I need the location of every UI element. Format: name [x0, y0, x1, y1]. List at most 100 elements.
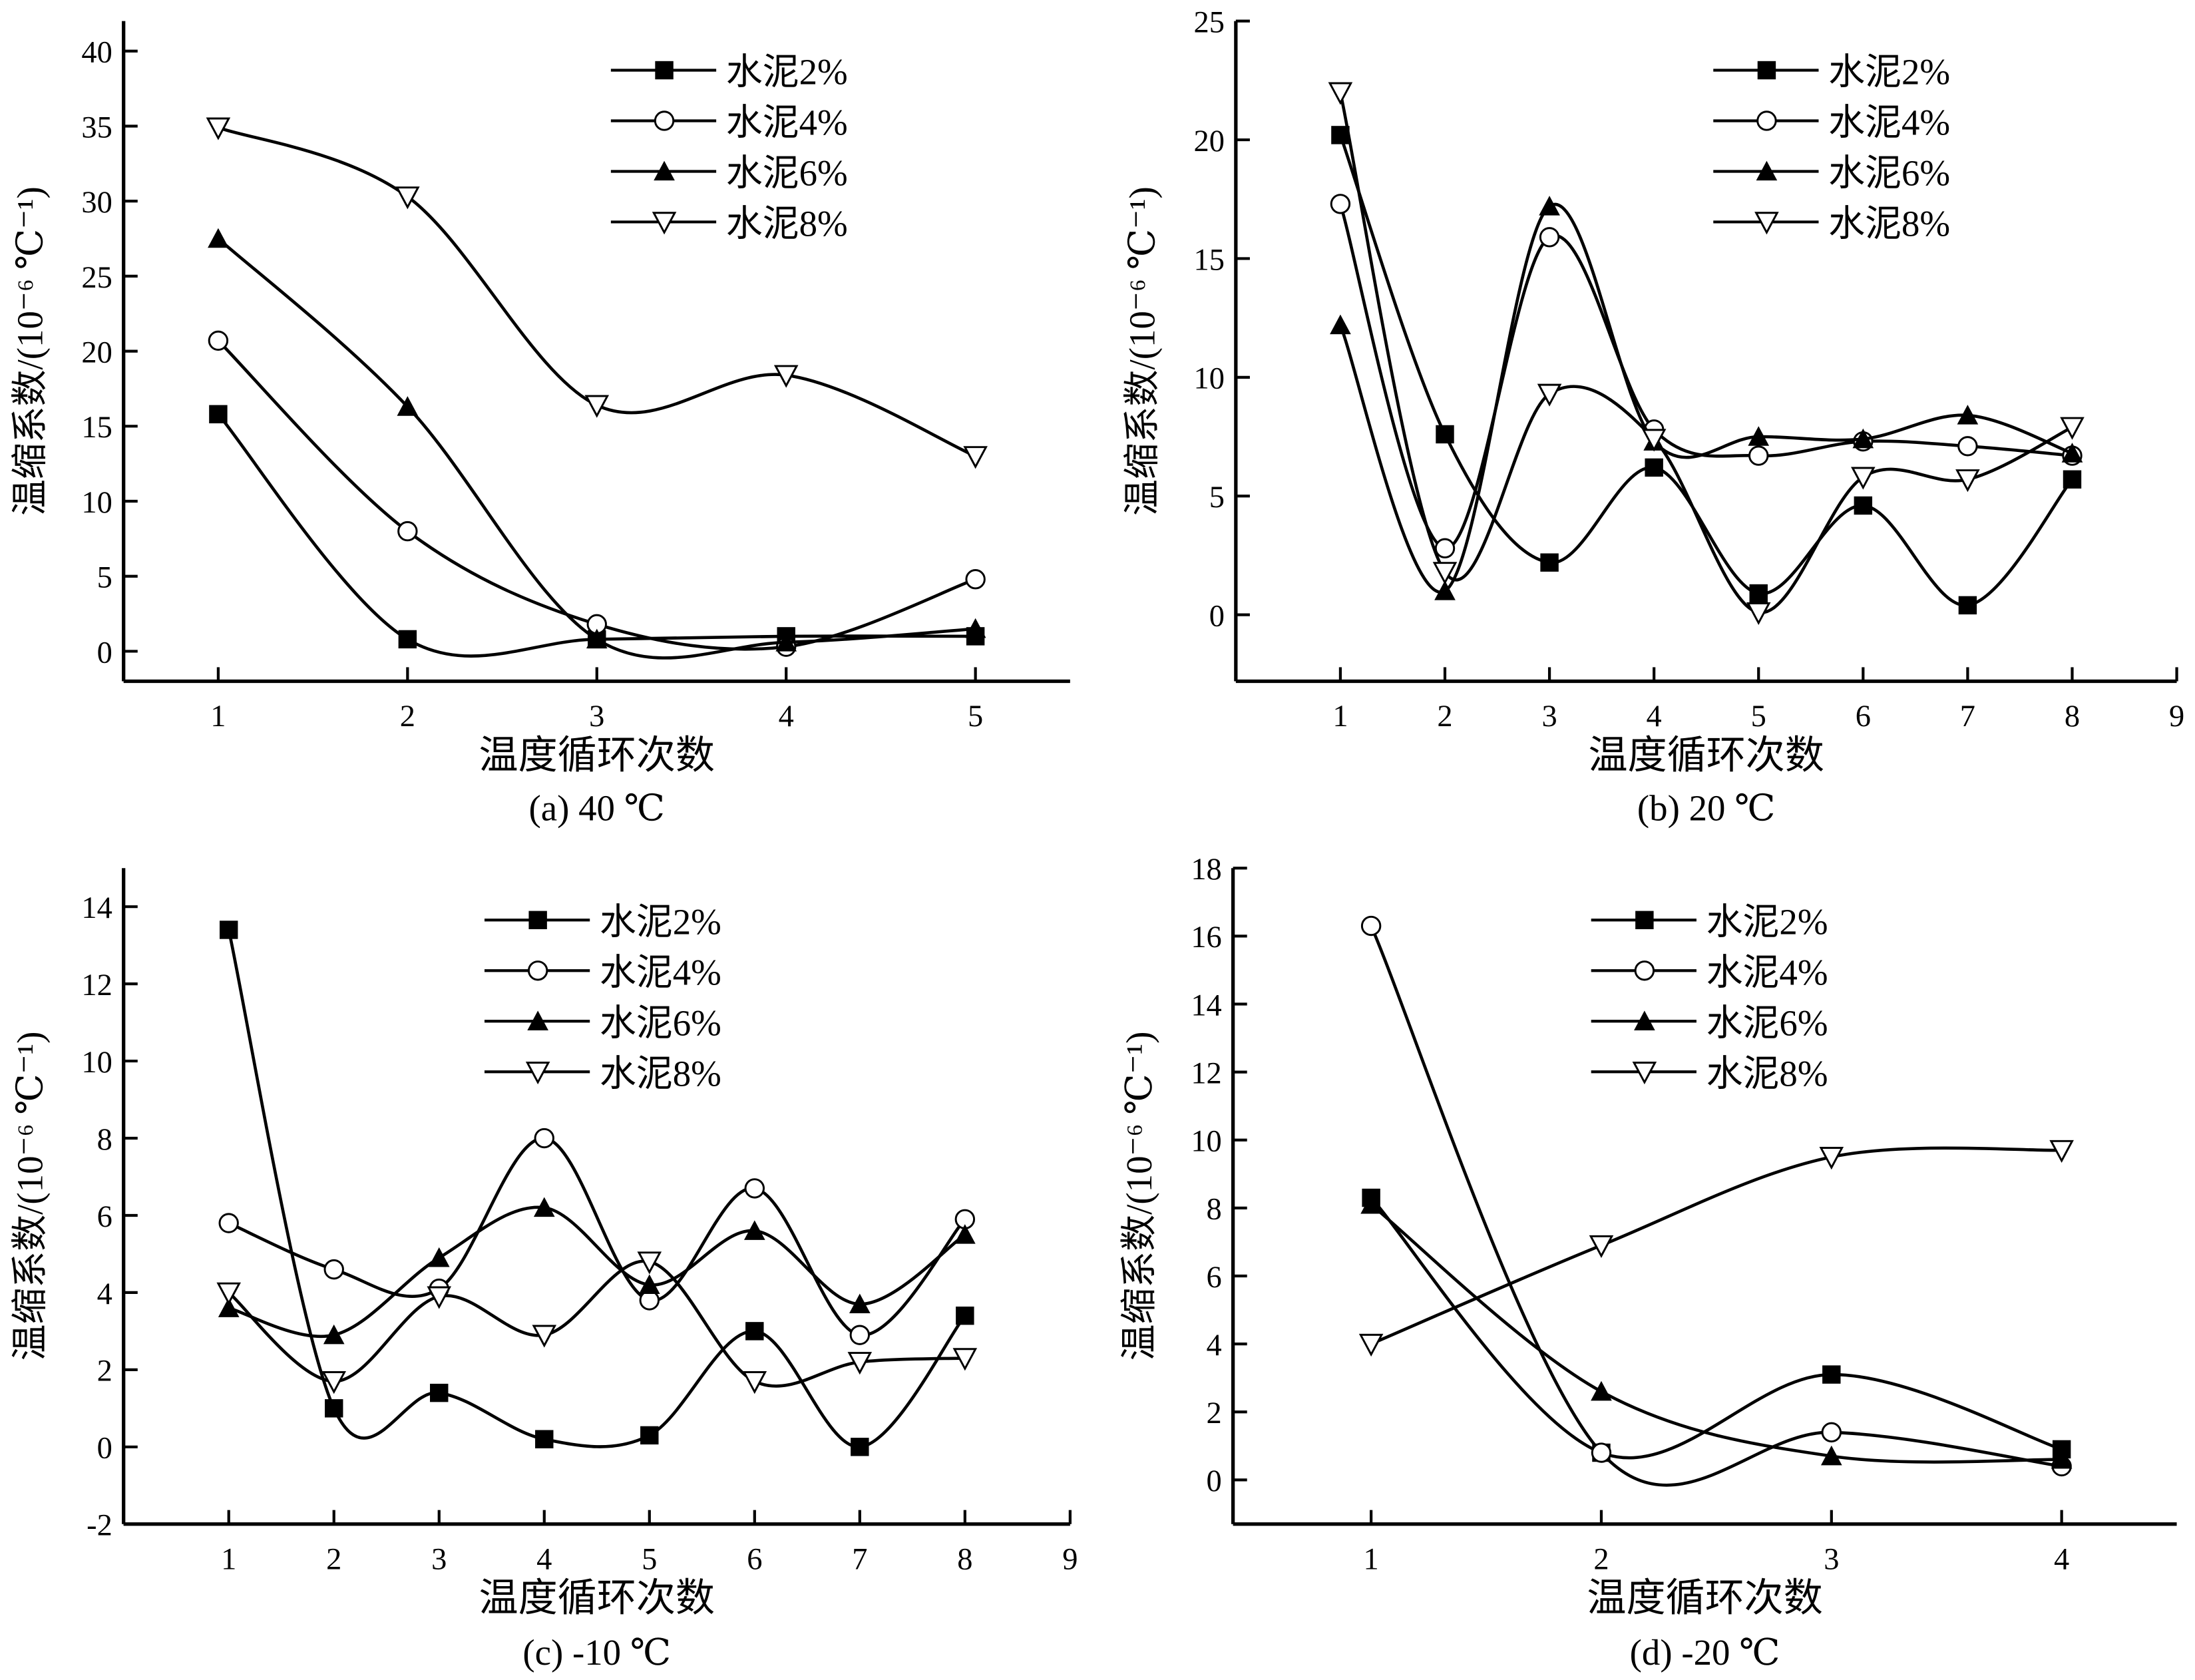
x-tick-label: 3 [589, 700, 604, 734]
y-tick-label: 5 [1209, 481, 1225, 515]
data-point-s3-x3 [1537, 383, 1562, 407]
legend-label: 水泥4% [600, 952, 721, 992]
legend-label: 水泥8% [600, 1053, 721, 1094]
data-point-s3-x5 [637, 1251, 662, 1275]
panel-caption: (b) 20 ℃ [1637, 787, 1776, 828]
x-tick-label: 4 [2054, 1542, 2069, 1576]
y-tick-label: 0 [97, 636, 112, 670]
data-point-s0-x2 [325, 1399, 343, 1418]
y-tick-label: 25 [1194, 6, 1225, 40]
data-point-s3-x6 [742, 1371, 767, 1394]
legend-label: 水泥6% [1706, 1002, 1828, 1043]
data-point-s3-x2 [395, 186, 420, 210]
series-line-0 [227, 929, 966, 1449]
series-line-2 [228, 1205, 966, 1339]
panel-caption: (d) -20 ℃ [1630, 1632, 1780, 1673]
data-point-s0-x4 [535, 1430, 554, 1448]
x-tick-label: 4 [1647, 700, 1662, 734]
legend-label: 水泥8% [1706, 1053, 1828, 1094]
x-tick-label: 5 [642, 1542, 657, 1576]
legend-label: 水泥8% [1828, 204, 1950, 244]
x-tick-label: 8 [957, 1542, 972, 1576]
legend-marker [1634, 960, 1655, 981]
data-point-s1-x1 [1330, 194, 1351, 214]
x-tick-label: 3 [431, 1542, 447, 1576]
x-tick-label: 4 [779, 700, 794, 734]
legend-marker [528, 911, 547, 930]
data-point-s3-x8 [952, 1348, 978, 1371]
y-tick-label: 0 [1207, 1464, 1222, 1498]
data-point-s0-x1 [209, 405, 228, 423]
legend-label: 水泥6% [600, 1002, 721, 1043]
data-point-s1-x7 [849, 1325, 871, 1345]
y-tick-label: 2 [1207, 1396, 1222, 1430]
legend-marker [1635, 911, 1654, 930]
series-line-3 [1370, 1146, 2062, 1346]
y-tick-label: 10 [1194, 362, 1225, 396]
data-point-s1-x2 [397, 521, 418, 542]
data-point-s2-x2 [323, 1324, 345, 1345]
data-point-s2-x3 [428, 1247, 450, 1267]
y-tick-label: 6 [1207, 1261, 1222, 1295]
data-point-s0-x2 [398, 630, 417, 649]
legend-label: 水泥2% [726, 52, 848, 93]
x-tick-label: 5 [1751, 700, 1766, 734]
data-point-s3-x3 [427, 1286, 452, 1309]
legend-marker [525, 1062, 550, 1085]
x-tick-label: 7 [852, 1542, 867, 1576]
data-point-s3-x1 [206, 117, 231, 140]
data-point-s1-x1 [208, 330, 229, 351]
data-point-s1-x2 [1591, 1442, 1612, 1463]
y-tick-label: 20 [81, 335, 112, 369]
legend-marker [652, 212, 677, 235]
data-point-s3-x2 [321, 1371, 347, 1394]
data-point-s0-x4 [1645, 458, 1663, 477]
legend-marker [1756, 160, 1778, 181]
data-point-s2-x4 [533, 1197, 555, 1217]
data-point-s0-x5 [640, 1426, 659, 1445]
series-line-1 [228, 1136, 966, 1337]
data-point-s0-x3 [1822, 1365, 1841, 1384]
data-point-s0-x6 [745, 1322, 764, 1341]
y-axis-label: 温缩系数/(10⁻⁶ ℃⁻¹) [9, 186, 50, 516]
x-axis-label: 温度循环次数 [1587, 1576, 1822, 1620]
x-tick-label: 9 [2169, 700, 2184, 734]
y-tick-label: 8 [97, 1123, 112, 1157]
data-point-s2-x3 [1820, 1445, 1842, 1466]
data-point-s2-x8 [2061, 443, 2083, 463]
data-point-s3-x5 [963, 446, 988, 469]
data-point-s3-x6 [1851, 467, 1876, 490]
x-tick-label: 2 [1437, 700, 1452, 734]
data-point-s2-x2 [1434, 580, 1456, 600]
legend-label: 水泥2% [600, 901, 721, 942]
data-point-s2-x1 [1330, 314, 1351, 335]
y-tick-label: 5 [97, 561, 112, 595]
y-tick-label: 2 [97, 1355, 112, 1388]
x-axis-label: 温度循环次数 [1588, 733, 1824, 777]
legend-label: 水泥2% [1828, 52, 1950, 93]
legend-marker [527, 960, 548, 981]
data-point-s2-x5 [964, 618, 986, 638]
y-tick-label: 12 [81, 968, 112, 1002]
data-point-s2-x6 [1852, 428, 1874, 449]
x-tick-label: 1 [1364, 1542, 1379, 1576]
series-line-1 [1338, 203, 2073, 550]
panel-caption: (c) -10 ℃ [522, 1632, 671, 1673]
data-point-s2-x5 [638, 1274, 660, 1295]
data-point-s1-x5 [965, 569, 986, 590]
x-tick-label: 7 [1960, 700, 1975, 734]
panel-a: 0 5 10 15 20 25 30 35 40 1 2 3 4 5 温度循环次数 温缩系数/(10⁻⁶ ℃⁻… [9, 21, 1070, 828]
y-tick-label: 14 [81, 891, 112, 925]
data-point-s1-x6 [744, 1178, 765, 1199]
legend-label: 水泥8% [726, 204, 848, 244]
series-line-3 [228, 1259, 965, 1388]
legend-label: 水泥4% [1828, 103, 1950, 143]
y-tick-label: 4 [97, 1277, 112, 1311]
legend-marker [654, 160, 675, 181]
data-point-s1-x1 [218, 1213, 239, 1233]
data-point-s0-x2 [1436, 425, 1454, 444]
y-tick-label: 18 [1191, 853, 1221, 887]
data-point-s3-x8 [2060, 417, 2085, 440]
